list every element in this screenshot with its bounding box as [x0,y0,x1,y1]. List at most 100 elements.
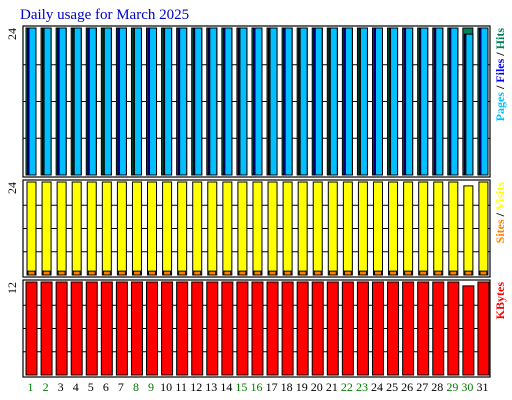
x-tick-label-day-6: 6 [103,380,109,394]
x-tick-label-day-9: 9 [148,380,154,394]
sites-bar-day-6 [102,270,111,276]
visits-bar-day-1 [26,181,37,276]
sites-bar-day-29 [449,270,458,276]
kbytes-bar-day-13 [206,281,219,376]
x-tick-label-day-2: 2 [43,380,49,394]
pages-bar-day-19 [299,27,308,176]
pages-bar-day-11 [179,27,188,176]
kbytes-bar-day-26 [402,281,415,376]
kbytes-bar-day-5 [85,281,98,376]
x-tick-label-day-23: 23 [356,380,368,394]
x-tick-label-day-11: 11 [175,380,187,394]
kbytes-bar-day-20 [311,281,324,376]
kbytes-bar-day-16 [251,281,264,376]
visits-bar-day-9 [147,181,158,276]
kbytes-bar-day-12 [191,281,204,376]
pages-bar-day-30 [465,33,474,176]
sites-bar-day-4 [72,270,81,276]
visits-bar-day-13 [207,181,218,276]
x-tick-label-day-10: 10 [160,380,172,394]
kbytes-bar-day-2 [40,281,53,376]
x-tick-label-day-8: 8 [133,380,139,394]
visits-bar-day-25 [388,181,399,276]
pages-bar-day-1 [28,27,37,176]
pages-bar-day-2 [43,27,52,176]
pages-bar-day-29 [450,27,459,176]
kbytes-bar-day-7 [115,281,128,376]
x-tick-label-day-5: 5 [88,380,94,394]
pages-bar-day-7 [118,27,127,176]
sites-bar-day-11 [178,270,187,276]
visits-bar-day-17 [267,181,278,276]
sites-bar-day-18 [283,270,292,276]
visits-bar-day-2 [41,181,52,276]
x-tick-label-day-12: 12 [190,380,202,394]
visits-bar-day-23 [357,181,368,276]
pages-bar-day-9 [149,27,158,176]
visits-bar-day-10 [162,181,173,276]
kbytes-bar-day-4 [70,281,83,376]
x-tick-label-day-29: 29 [446,380,458,394]
kbytes-bar-day-15 [236,281,249,376]
pages-bar-day-17 [269,27,278,176]
sites-bar-day-23 [358,270,367,276]
x-tick-label-day-14: 14 [220,380,232,394]
visits-bar-day-30 [463,185,474,276]
sites-bar-day-30 [464,270,473,276]
x-tick-label-day-31: 31 [476,380,488,394]
y-max-label: 24 [5,28,19,40]
pages-bar-day-4 [73,27,82,176]
sites-bar-day-15 [238,270,247,276]
sites-bar-day-1 [27,270,36,276]
pages-bar-day-8 [133,27,142,176]
panel-kbytes: 12 KBytes [5,279,507,378]
legend-part: / [493,83,507,92]
kbytes-bar-day-11 [176,281,189,376]
kbytes-bar-day-27 [417,281,430,376]
visits-bar-day-21 [327,181,338,276]
pages-bar-day-25 [390,27,399,176]
kbytes-bar-day-29 [447,281,460,376]
sites-bar-day-25 [389,270,398,276]
kbytes-bar-day-22 [341,281,354,376]
visits-bar-day-24 [372,181,383,276]
visits-bar-day-5 [86,181,97,276]
kbytes-bar-day-19 [296,281,309,376]
panel-visits_sites: 24 Sites / Visits [5,179,507,278]
x-tick-label-day-16: 16 [251,380,263,394]
legend-part: Files [493,58,507,82]
x-tick-label-day-28: 28 [431,380,443,394]
visits-bar-day-7 [116,181,127,276]
sites-bar-day-19 [298,270,307,276]
visits-bar-day-11 [177,181,188,276]
kbytes-bar-day-10 [161,281,174,376]
pages-bar-day-27 [420,27,429,176]
pages-bar-day-14 [224,27,233,176]
visits-bar-day-27 [418,181,429,276]
sites-bar-day-12 [193,270,202,276]
legend-part: Pages [493,92,507,122]
legend-part: / [493,49,507,58]
x-tick-label-day-15: 15 [235,380,247,394]
visits-bar-day-8 [131,181,142,276]
panel-frame [22,279,491,378]
y-max-label: 24 [5,182,19,194]
legend-part: Visits [493,182,507,211]
panel-hits_files_pages: 24 Pages / Files / Hits [5,25,507,178]
pages-bar-day-15 [239,27,248,176]
sites-bar-day-2 [42,270,51,276]
kbytes-bar-day-18 [281,281,294,376]
panel-frame [22,179,491,278]
pages-bar-day-6 [103,27,112,176]
pages-bar-day-22 [344,27,353,176]
sites-bar-day-24 [373,270,382,276]
pages-bar-day-13 [209,27,218,176]
visits-bar-day-29 [448,181,459,276]
pages-bar-day-26 [405,27,414,176]
visits-bar-day-28 [433,181,444,276]
sites-bar-day-10 [163,270,172,276]
legend-part: KBytes [493,282,507,320]
x-tick-label-day-24: 24 [371,380,383,394]
kbytes-bar-day-17 [266,281,279,376]
pages-bar-day-31 [480,27,489,176]
